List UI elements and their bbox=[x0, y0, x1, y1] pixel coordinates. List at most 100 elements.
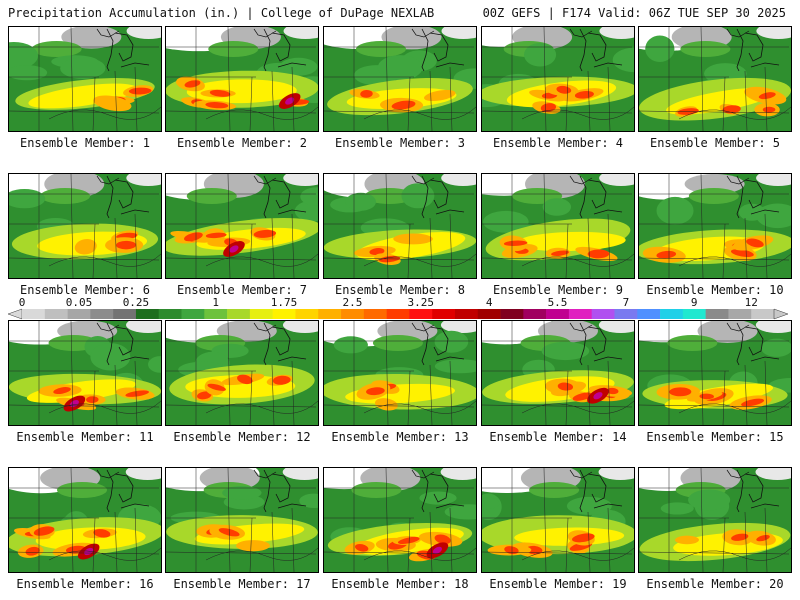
state-line bbox=[429, 217, 433, 278]
colorbar-tick-label: 0 bbox=[18, 296, 26, 309]
state-line bbox=[291, 213, 295, 278]
ensemble-member-label: Ensemble Member: 4 bbox=[492, 136, 624, 150]
state-line bbox=[385, 321, 389, 425]
precip-area bbox=[372, 335, 423, 351]
lake-michigan-outline bbox=[736, 322, 744, 366]
precip-area bbox=[529, 482, 580, 498]
precip-area bbox=[333, 336, 368, 354]
precip-area bbox=[660, 502, 694, 515]
heavy-precip-core bbox=[674, 535, 699, 545]
state-line bbox=[587, 364, 591, 425]
precip-area bbox=[294, 200, 318, 222]
state-line bbox=[449, 66, 453, 131]
state-line bbox=[385, 468, 389, 572]
ensemble-member-label: Ensemble Member: 7 bbox=[176, 283, 308, 297]
ensemble-member-label: Ensemble Member: 13 bbox=[331, 430, 469, 444]
ensemble-member-map bbox=[638, 320, 792, 426]
lake-michigan-outline bbox=[579, 175, 587, 219]
state-line bbox=[587, 511, 591, 572]
extreme-precip-core bbox=[432, 546, 442, 554]
state-line bbox=[114, 364, 118, 425]
lake-superior-outline bbox=[253, 28, 277, 38]
lake-superior-outline bbox=[411, 28, 435, 38]
dry-area bbox=[599, 27, 634, 39]
dry-area bbox=[599, 174, 634, 186]
extreme-precip-core bbox=[285, 97, 295, 105]
ensemble-member-label: Ensemble Member: 15 bbox=[646, 430, 784, 444]
state-line bbox=[291, 507, 295, 572]
ensemble-member-map bbox=[323, 26, 477, 132]
heavy-precip-core bbox=[128, 87, 152, 95]
precip-band bbox=[28, 83, 138, 109]
state-line bbox=[92, 223, 96, 278]
lake-superior-outline bbox=[96, 469, 120, 479]
precip-area bbox=[377, 55, 423, 81]
ensemble-member-map bbox=[323, 320, 477, 426]
dry-area bbox=[282, 321, 318, 333]
precip-area bbox=[482, 496, 500, 510]
precip-area bbox=[299, 493, 318, 509]
state-line bbox=[70, 27, 74, 131]
precip-map bbox=[482, 468, 634, 572]
state-line bbox=[385, 27, 389, 131]
state-line bbox=[9, 551, 160, 555]
lake-erie-outline bbox=[750, 356, 780, 362]
colorbar-swatch bbox=[660, 309, 684, 319]
precip-area bbox=[612, 47, 634, 73]
lake-erie-outline bbox=[435, 503, 465, 509]
colorbar-tick-label: 0.25 bbox=[122, 296, 150, 309]
colorbar-swatch bbox=[318, 309, 342, 319]
state-line bbox=[543, 174, 547, 278]
colorbar-swatch bbox=[67, 309, 91, 319]
precip-area bbox=[760, 338, 791, 357]
precip-area bbox=[401, 183, 435, 209]
state-line bbox=[722, 370, 726, 425]
lake-erie-outline bbox=[750, 209, 780, 215]
ensemble-member-label: Ensemble Member: 8 bbox=[334, 283, 466, 297]
precip-area bbox=[419, 491, 457, 505]
precip-map bbox=[324, 468, 476, 572]
extreme-precip-core bbox=[229, 245, 239, 253]
colorbar-swatch bbox=[568, 309, 592, 319]
heavy-precip-core bbox=[25, 546, 40, 556]
dry-area bbox=[283, 27, 318, 39]
heavy-precip-core bbox=[74, 238, 97, 255]
colorbar-swatch bbox=[728, 309, 752, 319]
state-line bbox=[227, 468, 231, 572]
heavy-precip-core bbox=[762, 106, 776, 113]
lake-michigan-outline bbox=[421, 322, 429, 366]
lake-superior-outline bbox=[411, 469, 435, 479]
heavy-precip-core bbox=[656, 250, 677, 259]
heavy-precip-core bbox=[354, 543, 369, 552]
ensemble-member-map bbox=[165, 467, 319, 573]
lake-michigan-outline bbox=[106, 28, 114, 72]
lake-erie-outline bbox=[120, 503, 150, 509]
state-line bbox=[639, 110, 790, 114]
lake-michigan-outline bbox=[263, 469, 271, 513]
state-line bbox=[543, 468, 547, 572]
precip-area bbox=[756, 203, 791, 229]
lake-huron-outline bbox=[587, 32, 607, 62]
precip-area bbox=[208, 41, 259, 57]
lake-superior-outline bbox=[411, 175, 435, 185]
colorbar-swatch bbox=[409, 309, 433, 319]
ensemble-member-map bbox=[165, 173, 319, 279]
lake-huron-outline bbox=[744, 179, 764, 209]
state-line bbox=[9, 257, 160, 261]
precip-area bbox=[90, 343, 131, 371]
state-line bbox=[722, 76, 726, 131]
ensemble-member-map bbox=[323, 173, 477, 279]
heavy-precip-core bbox=[557, 382, 574, 391]
precip-area bbox=[434, 359, 476, 374]
lake-huron-outline bbox=[271, 32, 291, 62]
ensemble-member-map bbox=[8, 26, 162, 132]
precip-area bbox=[148, 356, 161, 373]
heavy-precip-core bbox=[209, 89, 231, 97]
lake-michigan-outline bbox=[736, 28, 744, 72]
heavy-precip-core bbox=[205, 232, 227, 239]
colorbar-tick-label: 1.75 bbox=[270, 296, 298, 309]
lake-huron-outline bbox=[587, 326, 607, 356]
state-line bbox=[271, 217, 275, 278]
state-line bbox=[227, 321, 231, 425]
ensemble-member-map bbox=[638, 26, 792, 132]
